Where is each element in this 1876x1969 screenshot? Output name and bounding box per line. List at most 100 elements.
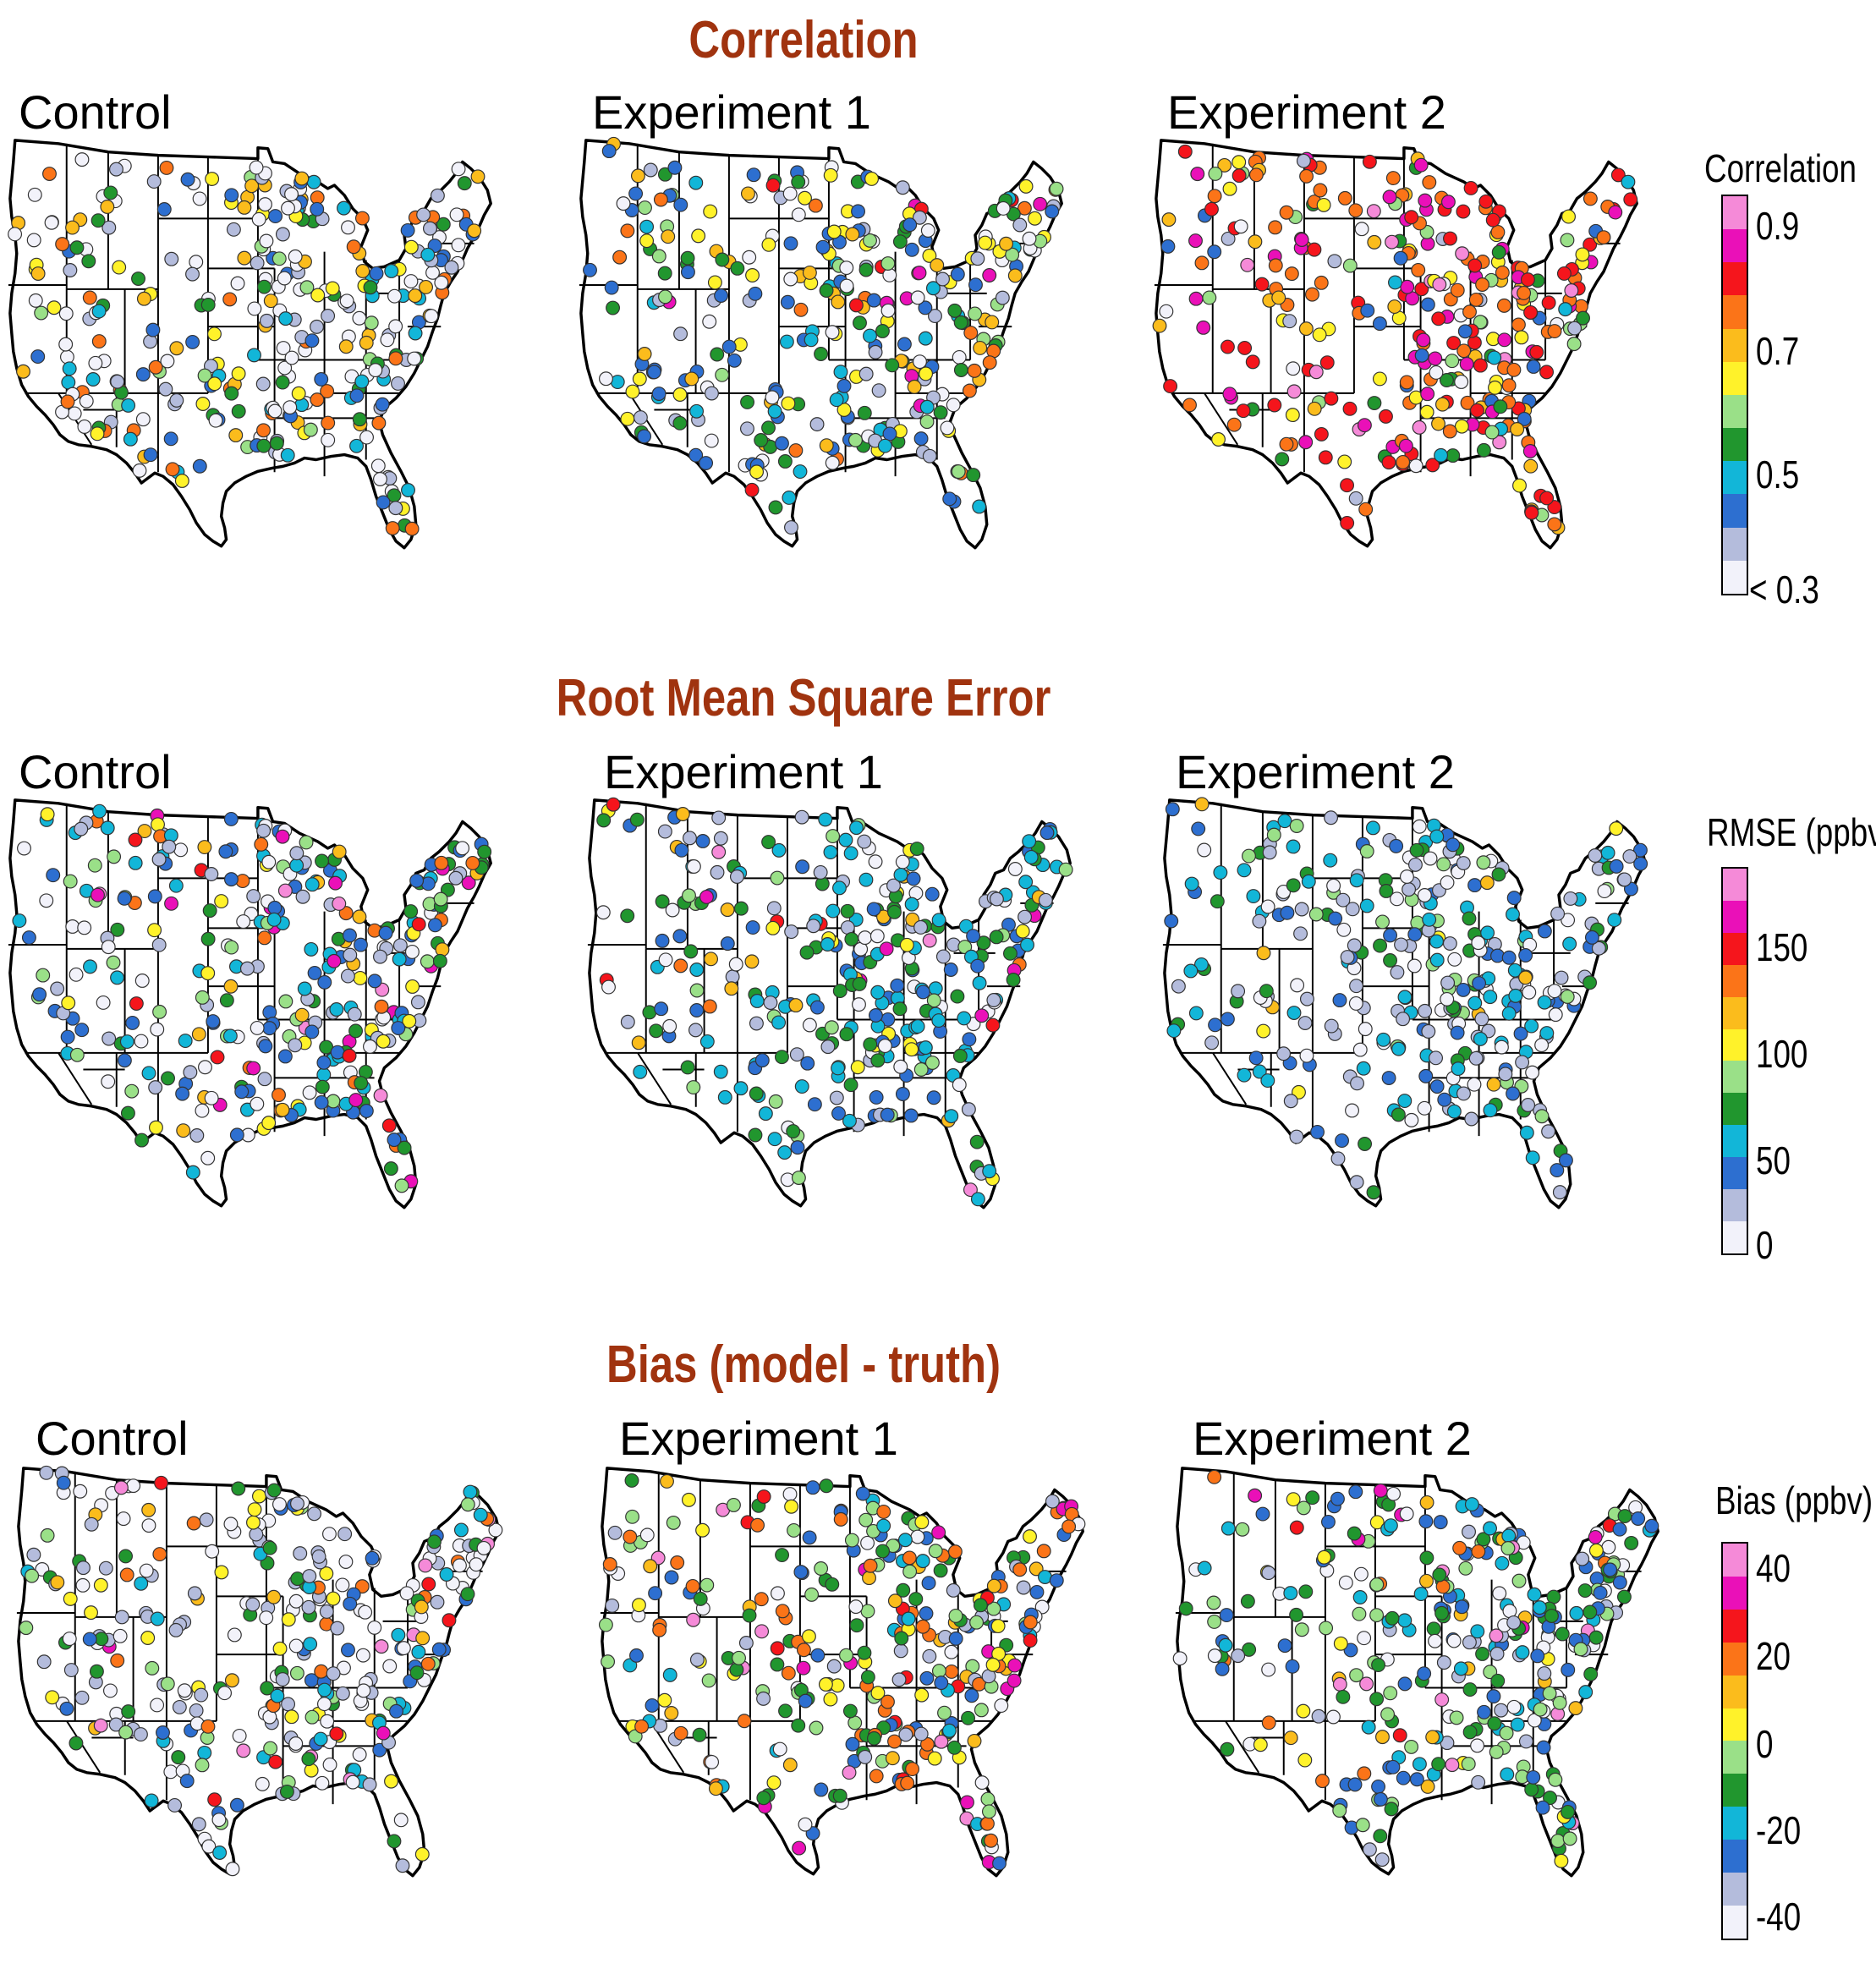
station-marker bbox=[1418, 1003, 1433, 1018]
station-marker bbox=[46, 868, 61, 883]
station-marker bbox=[1188, 1006, 1204, 1021]
station-marker bbox=[1408, 857, 1423, 872]
station-marker bbox=[1550, 906, 1566, 921]
station-marker bbox=[958, 919, 974, 934]
station-marker bbox=[657, 824, 672, 839]
station-marker bbox=[460, 1587, 475, 1602]
station-marker bbox=[1207, 244, 1222, 260]
station-marker bbox=[895, 1087, 910, 1101]
station-marker bbox=[1318, 450, 1333, 465]
station-marker bbox=[1568, 1701, 1583, 1716]
station-marker bbox=[197, 840, 212, 855]
station-marker bbox=[1349, 873, 1364, 888]
station-marker bbox=[819, 1478, 834, 1494]
station-marker bbox=[1308, 365, 1324, 380]
station-marker bbox=[686, 1612, 701, 1627]
station-marker bbox=[802, 1530, 817, 1545]
panel-label-bias-control: Control bbox=[36, 1412, 189, 1465]
station-marker bbox=[150, 1611, 165, 1626]
station-marker bbox=[1277, 1638, 1292, 1654]
station-marker bbox=[966, 468, 981, 483]
station-marker bbox=[408, 288, 423, 304]
station-marker bbox=[843, 1078, 858, 1093]
station-marker bbox=[1566, 337, 1582, 352]
station-marker bbox=[748, 286, 763, 301]
station-marker bbox=[966, 929, 981, 944]
station-marker bbox=[805, 1480, 820, 1495]
station-marker bbox=[1308, 907, 1324, 922]
station-marker bbox=[1475, 1647, 1490, 1661]
station-marker bbox=[625, 384, 640, 399]
station-marker bbox=[1633, 856, 1648, 871]
station-marker bbox=[179, 1774, 195, 1789]
station-marker bbox=[310, 201, 325, 217]
station-marker bbox=[1464, 1111, 1479, 1127]
station-marker bbox=[452, 1558, 467, 1573]
colorbar-swatch bbox=[1723, 494, 1747, 528]
station-marker bbox=[310, 392, 325, 408]
station-marker bbox=[1362, 1842, 1377, 1857]
station-marker bbox=[63, 1591, 78, 1606]
station-marker bbox=[1454, 1599, 1469, 1615]
station-marker bbox=[1404, 1112, 1419, 1127]
station-marker bbox=[1332, 993, 1347, 1008]
station-marker bbox=[1018, 875, 1034, 890]
station-marker bbox=[61, 375, 76, 390]
station-marker bbox=[89, 1664, 104, 1679]
station-marker bbox=[767, 403, 782, 419]
colorbar-swatch bbox=[1723, 1189, 1747, 1221]
station-marker bbox=[756, 1489, 771, 1504]
station-marker bbox=[1440, 875, 1455, 890]
station-marker bbox=[101, 1074, 116, 1089]
station-marker bbox=[101, 1031, 117, 1046]
station-marker bbox=[1161, 212, 1177, 228]
station-marker bbox=[1268, 220, 1283, 235]
station-marker bbox=[228, 428, 244, 443]
station-marker bbox=[802, 1017, 817, 1033]
station-marker bbox=[442, 1613, 457, 1628]
station-marker bbox=[69, 240, 85, 255]
station-marker bbox=[225, 1862, 240, 1877]
station-marker bbox=[804, 1587, 820, 1602]
station-marker bbox=[411, 917, 426, 932]
station-marker bbox=[34, 305, 49, 321]
station-marker bbox=[688, 175, 704, 190]
station-marker bbox=[74, 152, 90, 167]
station-marker bbox=[408, 326, 423, 341]
station-marker bbox=[1431, 311, 1446, 326]
station-marker bbox=[813, 864, 828, 880]
station-marker bbox=[164, 896, 179, 911]
station-marker bbox=[1160, 239, 1176, 254]
station-marker bbox=[1231, 155, 1247, 170]
station-marker bbox=[904, 242, 919, 257]
station-marker bbox=[1373, 1483, 1388, 1498]
station-marker bbox=[967, 363, 982, 378]
station-marker bbox=[1547, 500, 1562, 515]
station-marker bbox=[926, 1090, 941, 1105]
station-marker bbox=[682, 888, 696, 903]
station-marker bbox=[915, 984, 930, 1000]
station-marker bbox=[823, 167, 838, 183]
station-marker bbox=[1383, 1518, 1398, 1533]
station-marker bbox=[119, 1567, 134, 1582]
station-marker bbox=[345, 1774, 360, 1790]
station-marker bbox=[74, 1690, 90, 1705]
station-marker bbox=[1298, 435, 1314, 450]
station-marker bbox=[1345, 1103, 1359, 1118]
station-marker bbox=[1561, 1804, 1576, 1819]
station-marker bbox=[930, 258, 945, 273]
station-marker bbox=[913, 431, 929, 447]
station-marker bbox=[1515, 1055, 1530, 1070]
station-marker bbox=[321, 415, 336, 431]
station-marker bbox=[1483, 990, 1498, 1005]
station-marker bbox=[657, 1692, 672, 1708]
station-marker bbox=[426, 1534, 442, 1549]
station-marker bbox=[224, 1673, 239, 1688]
station-marker bbox=[780, 294, 795, 310]
station-marker bbox=[1231, 168, 1247, 184]
station-marker bbox=[50, 1575, 65, 1590]
station-marker bbox=[843, 846, 858, 861]
station-marker bbox=[210, 1050, 225, 1065]
station-marker bbox=[774, 1050, 789, 1065]
station-marker bbox=[1365, 820, 1380, 836]
